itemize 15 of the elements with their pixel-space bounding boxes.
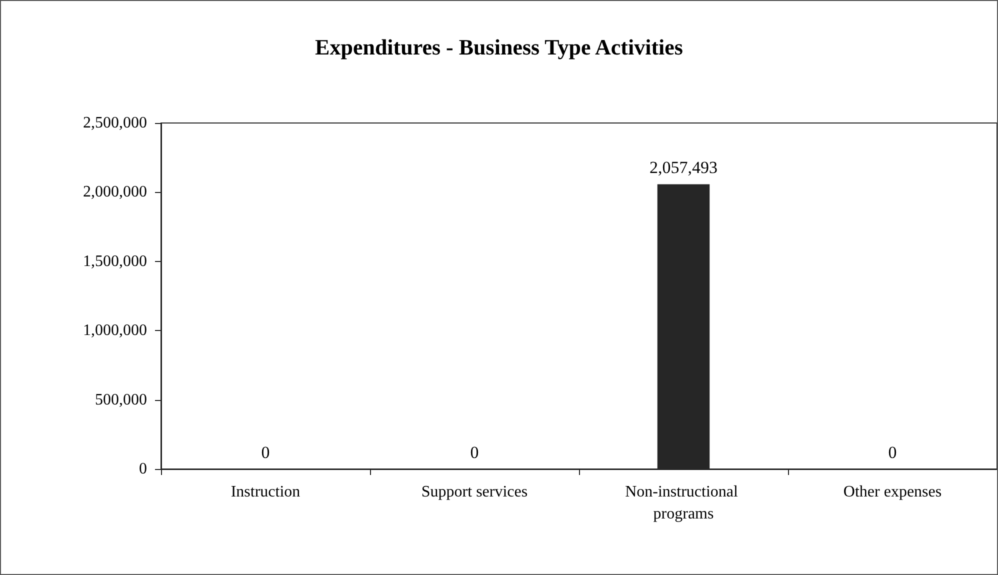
chart-title: Expenditures - Business Type Activities: [315, 34, 684, 60]
y-tick-label: 2,000,000: [83, 184, 147, 201]
data-label: 0: [470, 443, 479, 462]
data-label: 2,057,493: [650, 158, 718, 178]
x-tick-label: Instruction: [230, 484, 300, 500]
data-label: 0: [261, 443, 270, 462]
y-tick-label: 1,000,000: [83, 322, 147, 340]
data-label: 0: [888, 443, 897, 462]
y-tick-label: 0: [139, 460, 147, 478]
x-tick-label: Support services: [421, 484, 528, 500]
x-tick-label: Other expenses: [843, 484, 942, 500]
y-tick-label: 1,500,000: [83, 252, 147, 270]
y-tick-label: 500,000: [95, 391, 147, 408]
y-tick-label: 2,500,000: [83, 114, 147, 132]
x-tick-label: Non-instructional programs: [625, 484, 742, 522]
